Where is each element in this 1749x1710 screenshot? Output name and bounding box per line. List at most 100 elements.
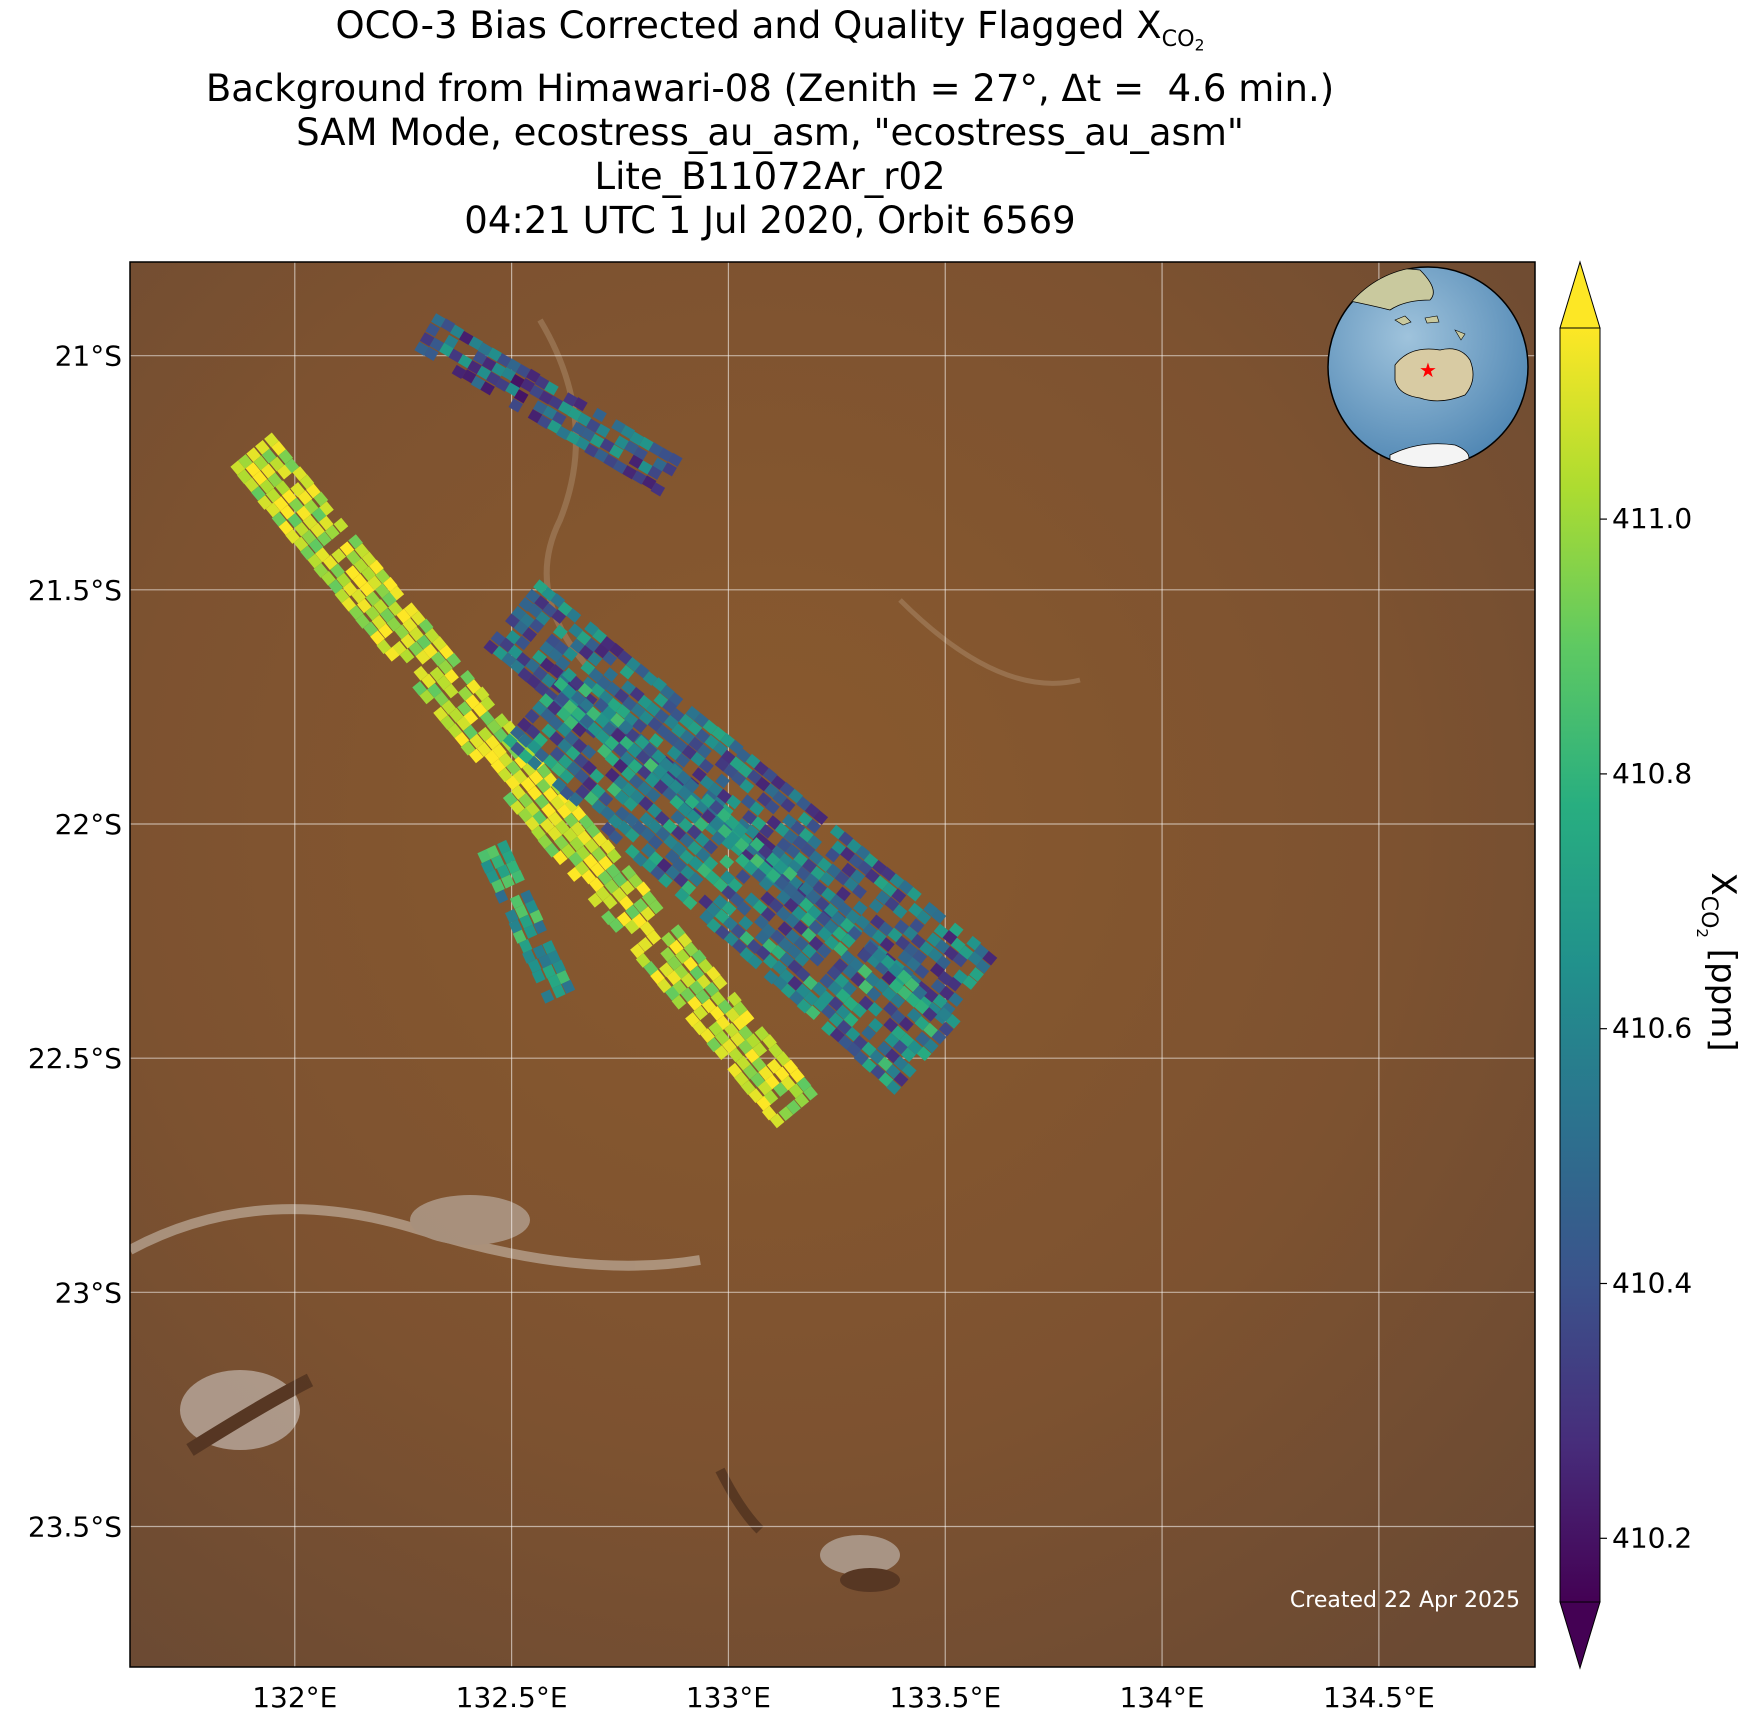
sounding-pixel [419,332,435,347]
sounding-pixel [517,717,532,733]
y-axis: 21°S 21.5°S 22°S 22.5°S 23°S 23.5°S [28,340,122,1544]
sounding-pixel [553,676,569,692]
sounding-pixel [739,947,755,963]
sounding-pixel [799,897,814,913]
title-line-3: SAM Mode, ecostress_au_asm, "ecostress_a… [296,111,1244,155]
sounding-pixel [281,489,297,504]
sounding-pixel [908,902,923,918]
sounding-pixel [916,1046,932,1062]
sounding-pixel [898,879,914,895]
sounding-pixel [526,368,541,383]
sounding-pixel [738,1025,753,1041]
sounding-pixel [739,1009,755,1025]
sounding-pixel [348,605,364,620]
sounding-pixel [352,573,368,589]
sounding-pixel [705,902,721,918]
sounding-pixel [496,864,511,879]
sounding-pixel [648,851,664,866]
sounding-pixel [663,714,679,730]
sounding-pixel [547,811,563,827]
sounding-pixel [834,973,850,989]
sounding-pixel [419,689,435,705]
sounding-pixel [598,690,614,705]
sounding-pixel [720,870,735,885]
sounding-pixel [357,598,372,614]
sounding-pixel [454,731,470,747]
sounding-pixel [538,693,554,708]
sounding-pixel [843,877,859,892]
title-line-5: 04:21 UTC 1 Jul 2020, Orbit 6569 [464,199,1076,243]
sounding-pixel [828,1012,844,1028]
sounding-pixel [551,762,566,777]
sounding-pixel [701,809,716,824]
sounding-pixel [541,802,556,818]
sounding-pixel [533,579,548,595]
sounding-pixel [763,1090,779,1105]
sounding-pixel [667,955,682,971]
x-tick-label: 132.5°E [456,1681,568,1710]
sounding-pixel [590,862,605,878]
sounding-pixel [509,894,524,909]
sounding-pixel [610,712,625,728]
sounding-pixel [554,691,570,707]
sounding-pixel [633,898,648,913]
sounding-pixel [883,1001,898,1017]
sounding-pixel [770,845,786,860]
sounding-pixel [622,696,637,712]
sounding-pixel [573,753,589,769]
sounding-pixel [308,538,324,554]
sounding-pixel [511,605,527,621]
sounding-pixel [895,935,911,951]
sounding-pixel [900,1047,916,1063]
sounding-pixel [472,702,488,718]
sounding-pixel [684,778,700,793]
sounding-pixel [605,681,621,697]
sounding-pixel [788,1083,804,1099]
sounding-pixel [485,869,500,884]
sounding-pixel [696,863,712,878]
sounding-pixel [571,722,587,738]
sounding-pixel [906,957,921,972]
sounding-pixel [668,779,684,795]
sounding-pixel [662,699,678,715]
sounding-pixel [745,753,761,769]
sounding-pixel [838,831,854,847]
sounding-pixel [745,1033,761,1049]
sounding-pixel [776,837,792,853]
sounding-pixel [569,638,585,654]
sounding-pixel [628,774,644,789]
sounding-pixel [845,1026,861,1042]
sounding-pixel [479,710,495,726]
sounding-pixel [290,482,306,497]
sounding-pixel [787,859,802,875]
sounding-pixel [544,381,559,396]
sounding-pixel [905,992,921,1008]
sounding-pixel [819,871,835,887]
sounding-pixel [687,720,703,736]
sounding-pixel [611,419,626,434]
sounding-pixel [310,522,325,538]
sounding-pixel [638,710,654,726]
sounding-pixel [465,694,480,710]
sounding-pixel [591,799,607,815]
sounding-pixel [391,640,407,656]
sounding-pixel [624,827,640,843]
sounding-pixel [728,1047,744,1063]
sounding-pixel [541,673,557,688]
sounding-pixel [727,991,742,1007]
sounding-pixel [656,724,671,739]
sounding-pixel [890,1009,906,1025]
sounding-pixel [653,779,669,795]
sounding-pixel [511,784,526,800]
sounding-pixel [691,767,707,782]
sounding-pixel [596,675,612,691]
sounding-pixel [382,576,398,592]
sounding-pixel [903,942,919,958]
sounding-pixel [817,857,832,873]
sounding-pixel [534,681,550,697]
sounding-pixel [597,743,612,759]
sounding-pixel [730,923,746,939]
sounding-pixel [679,713,694,729]
sounding-pixel [561,979,576,994]
sounding-pixel [280,504,295,520]
